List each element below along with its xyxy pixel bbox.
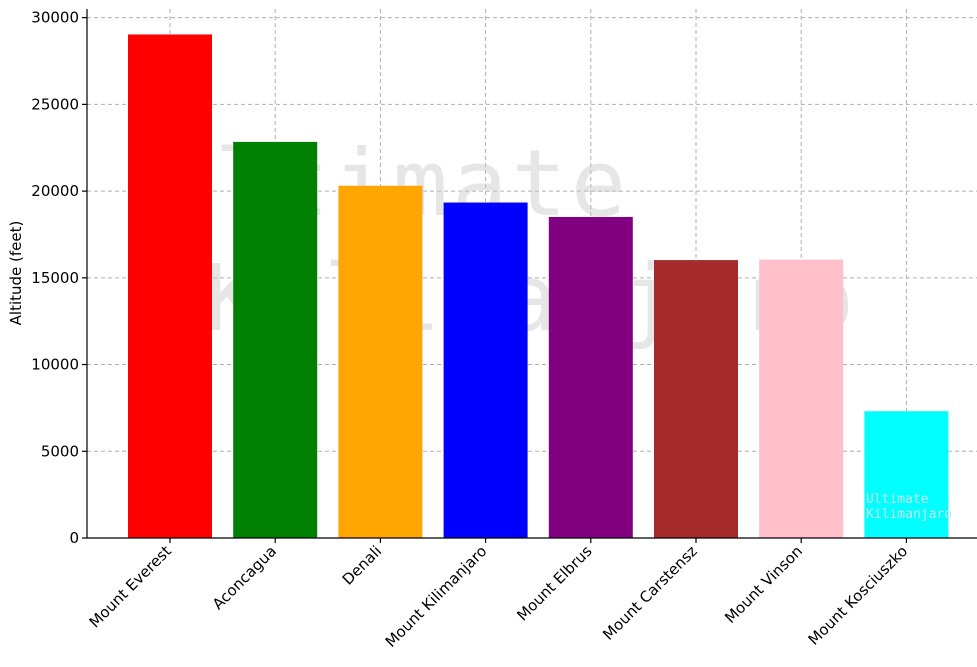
small-watermark: Ultimate Kilimanjaro bbox=[866, 492, 952, 522]
x-tick-label-7: Mount Kosciuszko bbox=[805, 542, 912, 649]
y-axis-label: Altitude (feet) bbox=[7, 221, 25, 326]
y-tick-labels: 0 5000 10000 15000 20000 25000 30000 bbox=[31, 9, 87, 547]
x-tick-label-6: Mount Vinson bbox=[721, 542, 806, 627]
x-tick-label-2: Denali bbox=[339, 542, 386, 589]
x-tick-label-0: Mount Everest bbox=[86, 542, 175, 631]
bar-mount-elbrus bbox=[548, 216, 633, 538]
bar-mount-carstensz bbox=[654, 260, 738, 538]
y-tick-label-0: 0 bbox=[69, 529, 79, 547]
bar-mount-everest bbox=[128, 34, 212, 539]
y-tick-label-1: 5000 bbox=[41, 442, 79, 460]
x-tick-label-3: Mount Kilimanjaro bbox=[382, 542, 491, 651]
y-tick-label-5: 25000 bbox=[31, 95, 79, 113]
x-tick-label-5: Mount Carstensz bbox=[599, 542, 701, 644]
small-watermark-line-2: Kilimanjaro bbox=[866, 507, 952, 522]
bar-mount-kilimanjaro bbox=[443, 202, 528, 538]
bars bbox=[128, 34, 949, 539]
bar-denali bbox=[338, 185, 423, 538]
y-tick-label-2: 10000 bbox=[31, 356, 79, 374]
y-tick-label-6: 30000 bbox=[31, 9, 79, 27]
bar-aconcagua bbox=[233, 141, 318, 539]
y-tick-label-4: 20000 bbox=[31, 182, 79, 200]
x-tick-label-4: Mount Elbrus bbox=[513, 542, 595, 624]
axes bbox=[86, 9, 977, 539]
x-tick-label-1: Aconcagua bbox=[209, 542, 280, 613]
y-tick-label-3: 15000 bbox=[31, 269, 79, 287]
bar-mount-kosciuszko bbox=[864, 411, 949, 538]
small-watermark-line-1: Ultimate bbox=[866, 492, 929, 507]
bar-mount-vinson bbox=[759, 259, 844, 538]
